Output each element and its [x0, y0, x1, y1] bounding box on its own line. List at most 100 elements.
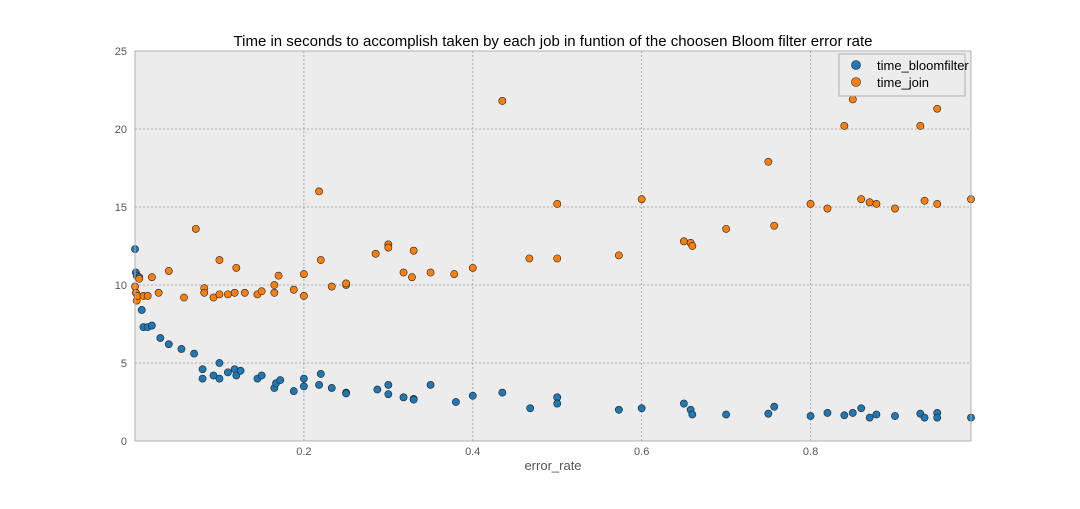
- point-time_bloomfilter-13: [198, 374, 207, 383]
- point-time_join-17: [223, 290, 232, 299]
- point-time_join-23: [270, 281, 279, 289]
- legend-box: [838, 53, 966, 97]
- point-time_bloomfilter-62: [891, 412, 899, 420]
- point-time_join-13: [200, 288, 209, 297]
- point-time_join-66: [933, 199, 942, 208]
- point-time_bloomfilter-20: [236, 366, 245, 375]
- point-time_bloomfilter-52: [722, 410, 731, 419]
- point-time_join-27: [299, 270, 308, 278]
- point-time_join-28: [299, 292, 308, 300]
- point-time_join-16: [215, 290, 224, 299]
- point-time_join-48: [637, 195, 646, 204]
- point-time_join-20: [240, 288, 249, 297]
- point-time_join-29: [315, 187, 323, 196]
- point-time_bloomfilter-44: [526, 404, 535, 413]
- point-time_join-45: [553, 199, 562, 208]
- point-time_bloomfilter-34: [373, 385, 382, 394]
- point-time_join-56: [823, 204, 832, 213]
- point-time_join-37: [399, 268, 408, 277]
- point-time_bloomfilter-15: [215, 359, 224, 367]
- point-time_join-24: [270, 288, 279, 297]
- point-time_bloomfilter-66: [933, 413, 942, 422]
- point-time_join-11: [191, 224, 200, 233]
- point-time_bloomfilter-17: [223, 368, 232, 377]
- point-time_bloomfilter-16: [215, 374, 224, 383]
- chart-title: Time in seconds to accomplish taken by e…: [234, 33, 873, 50]
- point-time_bloomfilter-25: [276, 376, 285, 385]
- point-time_bloomfilter-59: [857, 404, 866, 413]
- point-time_join-47: [614, 251, 623, 260]
- point-time_join-64: [920, 196, 929, 205]
- x-axis-label: error_rate: [524, 458, 581, 473]
- point-time_join-6: [143, 292, 152, 300]
- x-tick-label-3: 0.8: [803, 446, 818, 458]
- point-time_join-18: [230, 288, 239, 297]
- point-time_bloomfilter-22: [257, 371, 266, 380]
- point-time_bloomfilter-12: [198, 365, 207, 374]
- point-time_bloomfilter-29: [315, 380, 323, 389]
- point-time_bloomfilter-26: [289, 387, 298, 395]
- point-time_join-38: [408, 273, 416, 282]
- point-time_join-41: [450, 270, 459, 278]
- point-time_join-51: [688, 242, 697, 250]
- point-time_bloomfilter-7: [147, 321, 156, 330]
- point-time_bloomfilter-8: [156, 334, 165, 342]
- y-axis-ticks: 0 5 10 15 20 25: [115, 46, 127, 448]
- point-time_bloomfilter-43: [498, 388, 507, 397]
- point-time_join-40: [426, 268, 435, 277]
- grid-lines: [135, 51, 971, 441]
- x-axis-ticks: 0.2 0.4 0.6 0.8: [296, 446, 818, 458]
- point-time_bloomfilter-54: [770, 402, 779, 411]
- point-time_bloomfilter-33: [342, 389, 351, 398]
- y-tick-label-4: 20: [115, 124, 127, 136]
- point-time_join-53: [764, 157, 773, 166]
- point-time_join-55: [806, 199, 815, 208]
- point-time_join-54: [770, 221, 779, 230]
- point-time_bloomfilter-39: [409, 395, 418, 404]
- point-time_bloomfilter-40: [426, 380, 435, 389]
- point-time_bloomfilter-37: [399, 393, 408, 402]
- point-time_join-34: [371, 249, 380, 258]
- point-time_join-4: [135, 274, 144, 283]
- point-time_join-22: [257, 287, 266, 296]
- x-tick-label-2: 0.6: [634, 446, 649, 458]
- point-time_join-58: [848, 95, 857, 104]
- x-tick-label-0: 0.2: [296, 446, 311, 458]
- point-time_bloomfilter-42: [468, 391, 477, 400]
- point-time_bloomfilter-30: [316, 370, 325, 378]
- y-tick-label-2: 10: [115, 280, 127, 292]
- point-time_bloomfilter-10: [177, 345, 186, 353]
- point-time_join-26: [289, 285, 298, 294]
- point-time_join-39: [409, 246, 418, 255]
- point-time_join-63: [916, 121, 925, 130]
- plot-frame: [134, 50, 972, 442]
- point-time_join-31: [327, 282, 336, 291]
- point-time_join-36: [384, 243, 393, 252]
- point-time_bloomfilter-36: [384, 390, 393, 399]
- point-time_join-25: [274, 271, 283, 280]
- point-time_bloomfilter-27: [299, 374, 308, 383]
- legend-marker-time-bloomfilter: [851, 60, 861, 70]
- point-time_bloomfilter-60: [865, 413, 874, 422]
- point-time_bloomfilter-11: [190, 349, 199, 358]
- point-time_join-33: [342, 279, 351, 288]
- point-time_join-42: [468, 263, 477, 272]
- point-time_join-62: [891, 204, 899, 213]
- point-time_bloomfilter-64: [920, 413, 929, 422]
- point-time_bloomfilter-57: [840, 411, 849, 420]
- point-time_bloomfilter-31: [327, 384, 336, 392]
- point-time_join-10: [180, 293, 188, 302]
- point-time_join-46: [553, 254, 562, 263]
- point-time_join-7: [147, 273, 156, 282]
- point-time_bloomfilter-41: [451, 398, 460, 406]
- legend-label-time-bloomfilter: time_bloomfilter: [877, 58, 969, 73]
- legend: time_bloomfilter time_join: [838, 53, 969, 97]
- point-time_bloomfilter-35: [384, 380, 393, 389]
- plot-area: [135, 51, 971, 441]
- point-time_bloomfilter-55: [806, 412, 815, 420]
- point-time_bloomfilter-48: [637, 404, 646, 413]
- y-tick-label-1: 5: [121, 358, 127, 370]
- legend-label-time-join: time_join: [877, 75, 929, 90]
- point-time_bloomfilter-9: [164, 340, 173, 349]
